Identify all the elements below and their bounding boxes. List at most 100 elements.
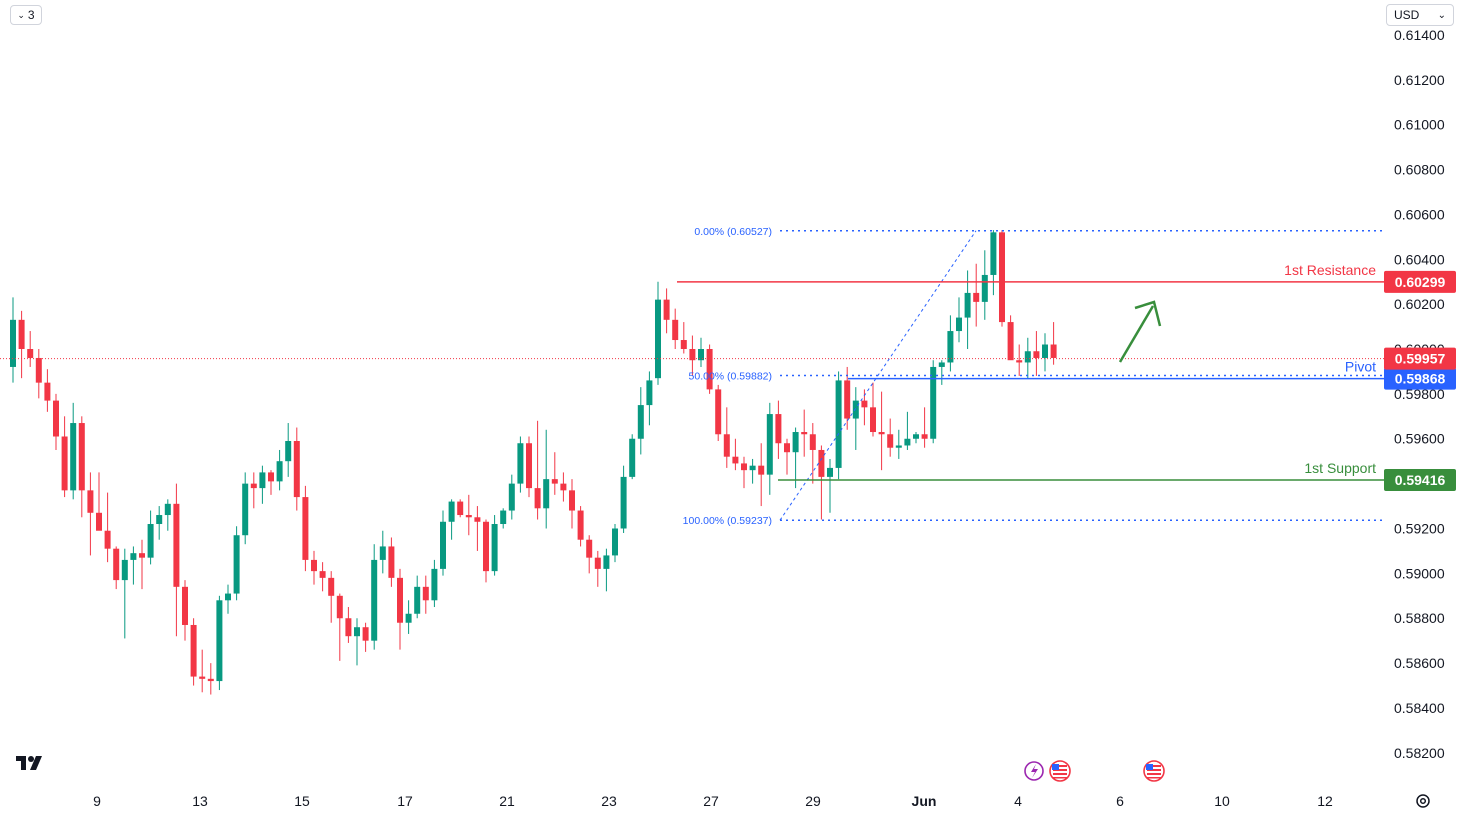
candle-body <box>964 292 971 318</box>
candle-body <box>35 357 42 383</box>
candle-body <box>999 232 1005 323</box>
candle-body <box>388 546 395 578</box>
candle-body <box>302 497 309 560</box>
candle-body <box>371 559 378 641</box>
price-tick-label: 0.60200 <box>1394 296 1445 312</box>
time-tick-label: 27 <box>703 793 719 809</box>
candle-body <box>362 627 369 641</box>
candle-body <box>18 319 25 349</box>
candle-body <box>663 299 670 320</box>
bullish-arrow-icon <box>1118 300 1162 363</box>
candle-body <box>457 501 464 516</box>
candle-body <box>784 443 790 453</box>
candle-body <box>311 559 317 572</box>
candle-body <box>551 479 558 484</box>
support-price-tag-text: 0.59416 <box>1395 472 1446 488</box>
candle-body <box>104 530 111 549</box>
candle-body <box>895 445 902 448</box>
candle-body <box>87 490 94 513</box>
candle-body <box>190 624 197 677</box>
candle-body <box>474 517 481 522</box>
candle-body <box>938 362 945 367</box>
candle-body <box>440 521 446 569</box>
time-tick-label: 9 <box>93 793 101 809</box>
candle-body <box>483 521 489 572</box>
candle-body <box>61 436 68 491</box>
price-tick-label: 0.59600 <box>1394 431 1445 447</box>
candle-body <box>646 380 653 406</box>
candle-body <box>285 440 292 462</box>
pivot-label: Pivot <box>1345 359 1376 375</box>
candle-body <box>981 274 988 302</box>
resistance-label: 1st Resistance <box>1284 262 1376 278</box>
candle-body <box>319 571 326 578</box>
candle-body <box>517 443 524 484</box>
candle-body <box>715 389 722 435</box>
flash-event-icon[interactable] <box>1024 761 1044 781</box>
candle-body <box>379 546 386 560</box>
time-tick-label: 17 <box>397 793 413 809</box>
event-icons[interactable] <box>1024 760 1165 782</box>
collapse-button[interactable]: ⌄ 3 <box>10 5 42 25</box>
candle-body <box>500 510 507 525</box>
settings-gear-icon[interactable] <box>1414 792 1432 810</box>
chevron-down-icon: ⌄ <box>17 9 25 20</box>
candle-body <box>569 490 575 511</box>
candle-body <box>560 483 567 491</box>
candle-body <box>1016 360 1023 363</box>
tradingview-logo-icon[interactable] <box>16 754 50 772</box>
candle-body <box>603 555 610 569</box>
candle-body <box>354 627 360 637</box>
candle-body <box>620 476 627 529</box>
candle-body <box>465 515 472 518</box>
candle-body <box>182 586 188 625</box>
resistance-price-tag-box <box>1384 270 1456 293</box>
currency-select[interactable]: USD ⌄ <box>1386 4 1454 26</box>
candle-body <box>345 618 352 637</box>
candle-body <box>594 557 601 569</box>
candle-body <box>904 438 911 446</box>
candle-body <box>844 380 851 419</box>
candle-body <box>242 483 249 536</box>
candle-body <box>973 292 980 302</box>
price-tick-label: 0.61400 <box>1394 27 1445 43</box>
candle-body <box>749 465 756 471</box>
candle-body <box>1042 344 1048 358</box>
candle-body <box>405 613 412 623</box>
time-tick-label: Jun <box>912 793 937 809</box>
candle-body <box>827 467 833 477</box>
candle-body <box>207 678 214 682</box>
price-tick-label: 0.61000 <box>1394 117 1445 133</box>
us-flag-event-icon-2[interactable] <box>1143 760 1165 782</box>
candle-body <box>861 400 868 408</box>
candle-body <box>164 503 171 516</box>
candle-body <box>1033 351 1040 358</box>
candle-body <box>96 512 102 531</box>
time-tick-label: 12 <box>1317 793 1333 809</box>
price-axis[interactable]: 0.61400 0.61200 0.61000 0.60800 0.60600 0.604… <box>1394 27 1445 761</box>
candle-body <box>130 553 137 560</box>
candle-body <box>586 539 593 558</box>
fib-level-label: 100.00% (0.59237) <box>683 515 772 527</box>
candle-body <box>121 559 128 581</box>
time-axis[interactable]: 9 13 15 17 21 23 27 29 Jun 4 6 10 12 <box>93 793 1333 809</box>
candle-body <box>672 319 679 341</box>
candle-body <box>1007 322 1014 361</box>
candle-body <box>431 568 438 601</box>
candle-body <box>173 503 180 587</box>
candle-body <box>216 600 223 682</box>
candle-body <box>397 577 403 623</box>
candle-body <box>1024 351 1031 363</box>
candle-body <box>139 553 145 558</box>
candle-body <box>268 472 274 482</box>
candle-body <box>577 510 584 540</box>
time-tick-label: 6 <box>1116 793 1124 809</box>
candle-body <box>878 432 885 435</box>
candles-layer <box>10 230 1057 695</box>
price-tick-label: 0.59200 <box>1394 520 1445 536</box>
candle-body <box>766 414 773 475</box>
candle-body <box>732 456 739 464</box>
us-flag-event-icon[interactable] <box>1049 760 1071 782</box>
candle-body <box>526 443 532 489</box>
